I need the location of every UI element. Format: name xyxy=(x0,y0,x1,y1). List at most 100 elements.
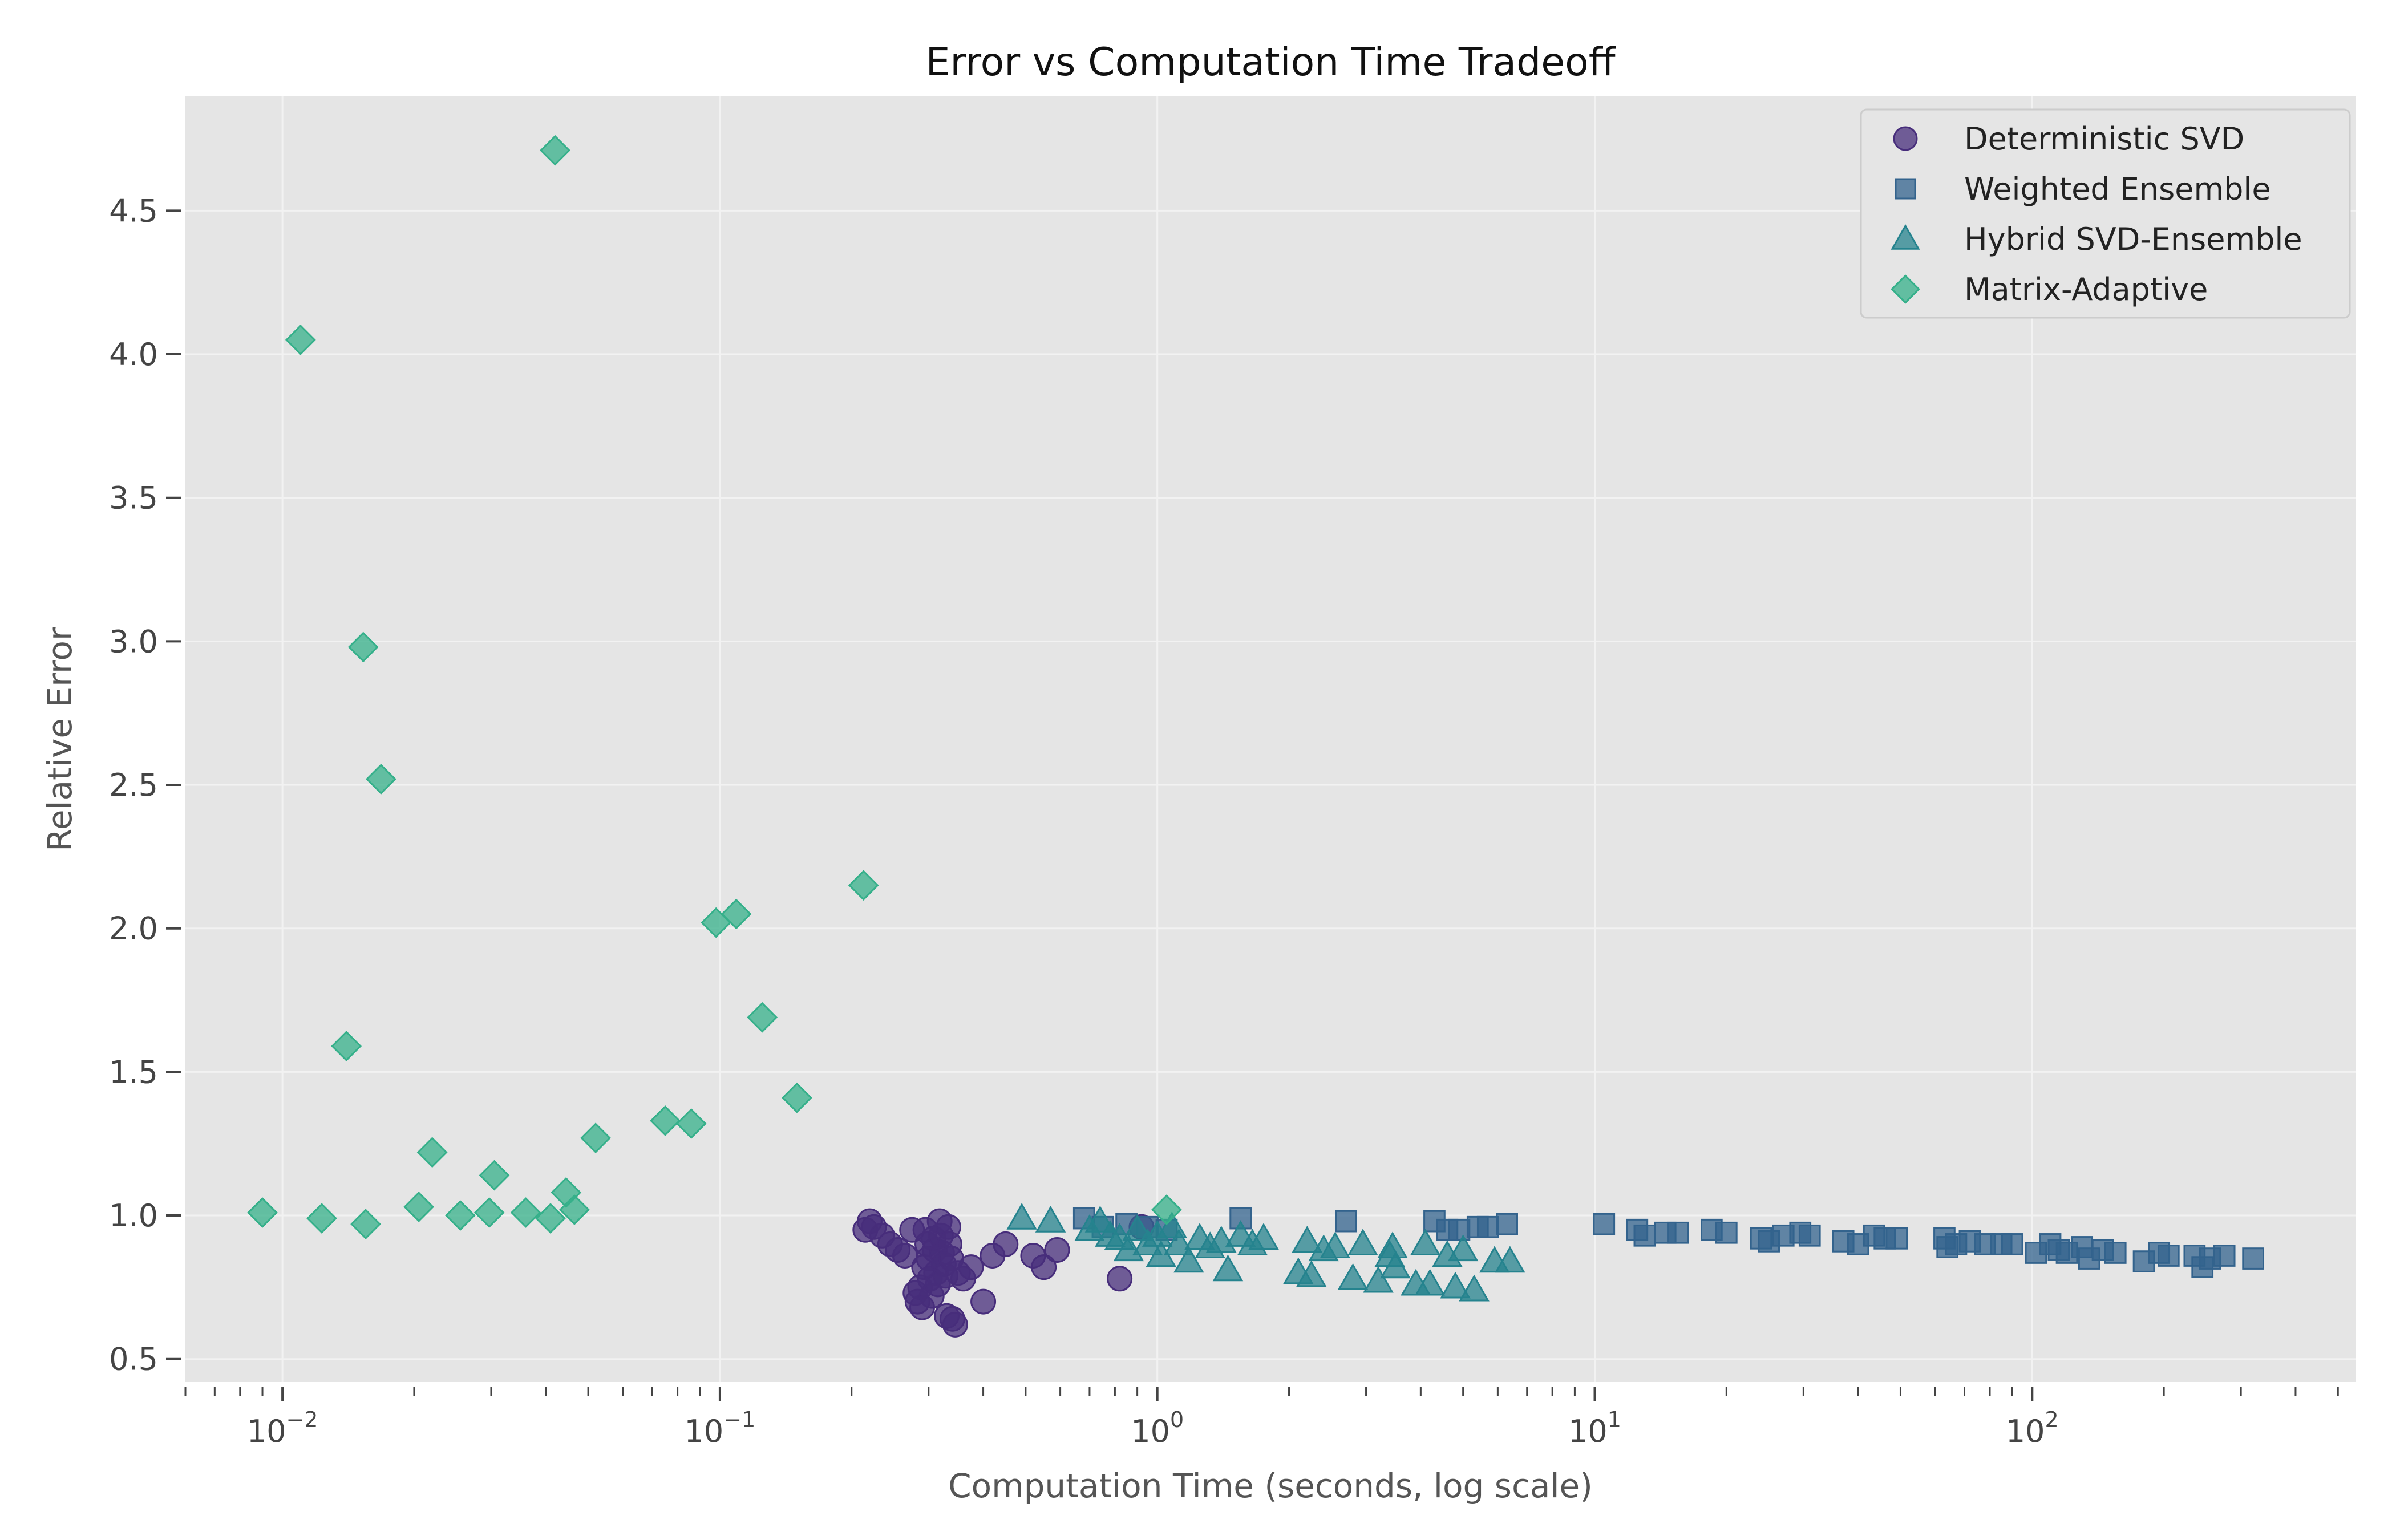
y-tick-label: 4.0 xyxy=(109,337,158,372)
data-points xyxy=(247,135,2264,1338)
y-axis-label: Relative Error xyxy=(41,627,79,852)
x-tick-label: 101 xyxy=(1568,1407,1621,1449)
legend-label: Deterministic SVD xyxy=(1964,121,2244,157)
data-point xyxy=(347,631,379,663)
data-point xyxy=(1320,1231,1351,1259)
data-point xyxy=(365,764,396,795)
legend-box xyxy=(1860,108,2351,319)
y-tick-label: 1.5 xyxy=(109,1054,158,1090)
data-point xyxy=(1448,1218,1471,1241)
data-point xyxy=(1292,1226,1323,1253)
legend-marker xyxy=(1895,178,1916,200)
data-point xyxy=(1035,1205,1066,1233)
data-point xyxy=(444,1200,476,1231)
data-point xyxy=(403,1192,435,1222)
data-point xyxy=(479,1160,510,1191)
data-point xyxy=(1885,1227,1908,1250)
data-point xyxy=(1380,1251,1411,1279)
y-tick-label: 0.5 xyxy=(109,1342,158,1377)
data-point xyxy=(1229,1207,1252,1230)
y-tick-label: 3.5 xyxy=(109,480,158,516)
data-point xyxy=(559,1194,590,1225)
data-point xyxy=(1633,1224,1656,1247)
data-point xyxy=(1447,1234,1479,1262)
data-point xyxy=(540,135,570,166)
series-hybrid-svd-ensemble xyxy=(1006,1202,1525,1302)
data-point xyxy=(848,870,879,901)
data-point xyxy=(1476,1215,1499,1238)
data-point xyxy=(1440,1271,1471,1299)
data-point xyxy=(1667,1221,1689,1244)
data-point xyxy=(2104,1242,2127,1264)
y-tick-label: 1.0 xyxy=(109,1198,158,1234)
data-point xyxy=(2213,1245,2236,1267)
data-point xyxy=(331,1031,362,1061)
data-point xyxy=(2157,1245,2180,1267)
x-tick-label: 100 xyxy=(1131,1407,1184,1449)
data-point xyxy=(970,1288,997,1315)
data-point xyxy=(1031,1254,1057,1280)
data-point xyxy=(1248,1223,1279,1250)
x-axis-label: Computation Time (seconds, log scale) xyxy=(948,1466,1593,1505)
data-point xyxy=(285,324,316,355)
series-matrix-adaptive xyxy=(247,135,1182,1240)
y-tick-label: 2.0 xyxy=(109,911,158,947)
legend-marker xyxy=(1891,224,1920,250)
legend-marker xyxy=(1891,274,1920,304)
data-point xyxy=(2242,1247,2264,1270)
data-point xyxy=(1410,1229,1441,1256)
data-point xyxy=(675,1108,707,1139)
y-tick-label: 2.5 xyxy=(109,767,158,803)
data-point xyxy=(1337,1263,1369,1290)
data-point xyxy=(306,1203,337,1234)
data-point xyxy=(958,1254,984,1280)
data-point xyxy=(993,1231,1019,1257)
data-point xyxy=(747,1002,778,1033)
data-point xyxy=(350,1209,381,1240)
data-point xyxy=(1495,1246,1525,1273)
data-point xyxy=(510,1197,541,1228)
data-point xyxy=(1414,1269,1446,1296)
data-point xyxy=(1459,1274,1490,1302)
data-point xyxy=(1107,1266,1133,1292)
data-point xyxy=(1212,1254,1244,1282)
x-tick-label: 10−1 xyxy=(685,1407,756,1449)
data-point xyxy=(1798,1224,1821,1247)
data-point xyxy=(247,1197,278,1228)
y-tick-label: 3.0 xyxy=(109,623,158,659)
y-tick-label: 4.5 xyxy=(109,193,158,229)
chart-title: Error vs Computation Time Tradeoff xyxy=(925,40,1616,85)
data-point xyxy=(1173,1246,1204,1273)
x-tick-label: 10−2 xyxy=(247,1407,318,1449)
data-point xyxy=(1296,1260,1327,1287)
data-point xyxy=(1496,1213,1518,1235)
legend: Deterministic SVD Weighted Ensemble Hybrid… xyxy=(1860,108,2351,319)
data-point xyxy=(535,1203,566,1234)
data-point xyxy=(1593,1213,1616,1235)
x-tick-label: 102 xyxy=(2006,1407,2059,1449)
legend-marker xyxy=(1893,126,1918,151)
data-point xyxy=(1347,1229,1378,1256)
data-point xyxy=(1335,1210,1357,1233)
data-point xyxy=(1715,1221,1738,1244)
data-point xyxy=(416,1137,448,1168)
data-point xyxy=(782,1082,812,1113)
data-point xyxy=(580,1122,612,1154)
data-point xyxy=(1006,1202,1037,1230)
data-point xyxy=(1151,1194,1182,1225)
data-point xyxy=(473,1197,505,1228)
data-point xyxy=(1363,1266,1394,1293)
data-point xyxy=(1122,1214,1153,1241)
data-point xyxy=(942,1311,968,1338)
data-point xyxy=(721,898,752,930)
series-deterministic-svd xyxy=(852,1208,1155,1338)
data-point xyxy=(2001,1233,2023,1255)
axes: 0.5 1.0 1.5 2.0 2.5 3.0 3.5 4.0 4.5 10−2 10−1 100 10… xyxy=(109,193,2339,1449)
data-point xyxy=(650,1105,681,1136)
grid-lines xyxy=(185,96,2356,1382)
legend-label: Hybrid SVD-Ensemble xyxy=(1964,221,2302,257)
data-point xyxy=(1044,1237,1070,1263)
legend-label: Weighted Ensemble xyxy=(1964,171,2271,207)
legend-label: Matrix-Adaptive xyxy=(1964,271,2208,307)
